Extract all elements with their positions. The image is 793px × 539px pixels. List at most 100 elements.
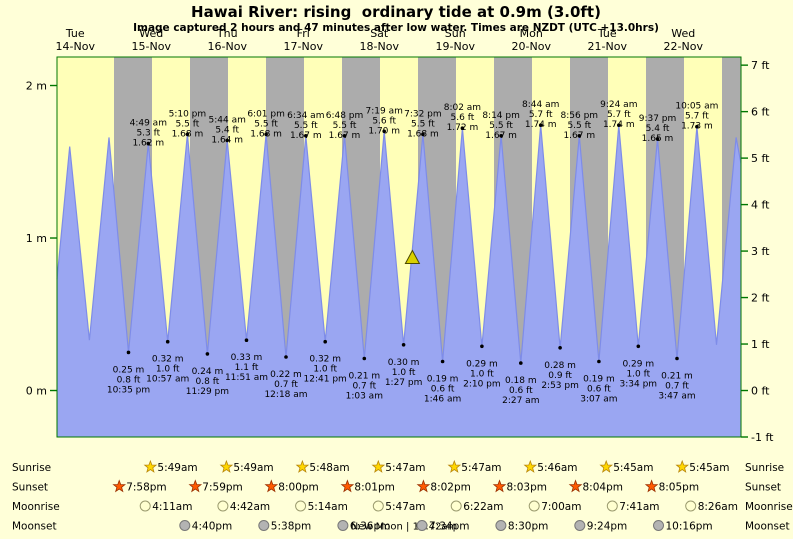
high-tide-label: 7:19 am 5.6 ft 1.70 m [366, 106, 403, 136]
day-label-date: 14-Nov [56, 40, 96, 53]
moonrise-time: 5:47am [385, 501, 425, 513]
tide-area [57, 125, 741, 437]
high-tide-label: 4:49 am 5.3 ft 1.62 m [130, 119, 167, 149]
moonrise-time: 7:41am [619, 501, 659, 513]
right-axis-tick-label: -1 ft [751, 431, 774, 444]
day-label-weekday: Thu [216, 27, 238, 40]
day-label-weekday: Tue [597, 27, 617, 40]
moonset-label-right: Moonset [745, 521, 790, 533]
moonset-moon-icon [258, 520, 270, 531]
sunset-star-icon [644, 479, 659, 493]
sunset-time: 8:04pm [583, 482, 623, 494]
high-tide-label: 6:01 pm 5.5 ft 1.68 m [247, 109, 285, 139]
tide-extreme-point [401, 343, 406, 347]
right-axis-tick-label: 2 ft [751, 292, 770, 305]
tide-extreme-point [636, 344, 641, 349]
low-tide-label: 0.29 m 1.0 ft 3:34 pm [620, 359, 658, 389]
day-label-weekday: Sat [370, 27, 389, 40]
sunrise-time: 5:46am [537, 462, 577, 474]
sunset-star-icon [188, 479, 203, 493]
right-axis-tick-label: 5 ft [751, 152, 770, 165]
sunrise-time: 5:47am [385, 462, 425, 474]
moonrise-moon-icon [528, 500, 540, 512]
sunrise-time: 5:48am [309, 462, 349, 474]
tide-extreme-point [362, 356, 367, 361]
moonset-time: 4:40pm [192, 521, 232, 533]
moonrise-label-left: Moonrise [12, 501, 60, 513]
tide-extreme-point [480, 344, 484, 349]
tide-extreme-point [538, 123, 543, 127]
right-axis-tick-label: 1 ft [751, 338, 770, 351]
tide-extreme-point [284, 355, 288, 359]
moonrise-time: 8:26am [698, 501, 738, 513]
day-label-date: 19-Nov [436, 40, 476, 53]
day-label-date: 17-Nov [284, 40, 324, 53]
moonrise-moon-icon [685, 500, 697, 512]
sunset-star-icon [340, 479, 355, 493]
tide-extreme-point [185, 132, 190, 137]
axes: 0 m 1 m 2 m -1 ft 0 ft 1 ft 2 ft 3 ft 4 ft 5 ft 6 … [26, 59, 774, 444]
sunrise-star-icon [219, 459, 234, 473]
right-axis-tick-label: 0 ft [751, 385, 770, 398]
tide-extreme-point [304, 134, 308, 138]
high-tide-label: 6:34 am 5.5 ft 1.67 m [287, 111, 324, 141]
sunrise-star-icon [447, 459, 462, 473]
tide-extreme-point [675, 356, 679, 361]
low-tide-label: 0.18 m 0.6 ft 2:27 am [502, 376, 539, 406]
moonrise-moon-icon [217, 500, 229, 512]
high-tide-label: 9:37 pm 5.4 ft 1.65 m [639, 114, 677, 144]
day-label-weekday: Fri [297, 27, 310, 40]
left-axis-tick-label: 1 m [26, 232, 47, 245]
tide-extreme-point [323, 339, 328, 344]
sunset-star-icon [568, 479, 583, 493]
tide-extreme-point [655, 137, 660, 141]
high-tide-label: 7:32 pm 5.5 ft 1.68 m [404, 109, 442, 139]
moonrise-moon-icon [372, 500, 384, 512]
low-tide-label: 0.21 m 0.7 ft 1:03 am [346, 372, 383, 402]
chart-title: Hawai River: rising ordinary tide at 0.9… [191, 3, 601, 21]
day-label-date: 16-Nov [208, 40, 248, 53]
sunset-time: 8:03pm [507, 482, 547, 494]
tide-event-labels: 0.25 m 0.8 ft 10:35 pm 4:49 am 5.3 ft 1.62 m 0… [107, 100, 719, 406]
sunrise-star-icon [599, 459, 613, 473]
moonset-moon-icon [179, 520, 191, 531]
new-moon-label: New Moon | 12:42am [351, 522, 458, 533]
sunrise-time: 5:47am [461, 462, 501, 474]
tide-extreme-point [244, 338, 249, 343]
day-label-weekday: Wed [139, 27, 163, 40]
sunset-star-icon [416, 479, 431, 493]
moonrise-moon-icon [295, 500, 307, 512]
day-label-date: 20-Nov [512, 40, 552, 53]
tide-extreme-point [597, 359, 601, 364]
sunset-time: 8:01pm [354, 482, 394, 494]
low-tide-label: 0.29 m 1.0 ft 2:10 pm [463, 359, 501, 389]
tide-extreme-point [225, 138, 229, 143]
moonrise-moon-icon [450, 500, 462, 512]
day-label-weekday: Mon [520, 27, 543, 40]
tide-extreme-point [126, 350, 131, 355]
left-axis-tick-label: 2 m [26, 80, 47, 93]
moonrise-time: 6:22am [463, 501, 503, 513]
sunset-star-icon [492, 479, 507, 493]
low-tide-label: 0.22 m 0.7 ft 12:18 am [264, 370, 307, 400]
sunset-star-icon [264, 479, 279, 493]
moonrise-time: 4:42am [230, 501, 270, 513]
sunrise-star-icon [371, 459, 386, 473]
day-label-weekday: Tue [65, 27, 85, 40]
high-tide-label: 8:56 pm 5.5 ft 1.67 m [561, 111, 599, 141]
day-label-date: 21-Nov [588, 40, 628, 53]
astro-rows: Sunrise Sunset Moonrise Moonset Sunrise … [12, 459, 793, 533]
tide-extreme-point [577, 134, 582, 138]
moonset-time: 6:36pm [350, 521, 390, 533]
low-tide-label: 0.21 m 0.7 ft 3:47 am [658, 372, 695, 402]
moonset-label-left: Moonset [12, 521, 57, 533]
moonset-moon-icon [337, 520, 349, 531]
low-tide-label: 0.32 m 1.0 ft 10:57 am [146, 355, 189, 385]
moonrise-time: 5:14am [308, 501, 348, 513]
moonrise-label-right: Moonrise [745, 501, 793, 513]
sunrise-star-icon [675, 459, 689, 473]
sunset-time: 8:00pm [278, 482, 318, 494]
sunrise-time: 5:45am [613, 462, 653, 474]
moonrise-moon-icon [606, 500, 618, 512]
